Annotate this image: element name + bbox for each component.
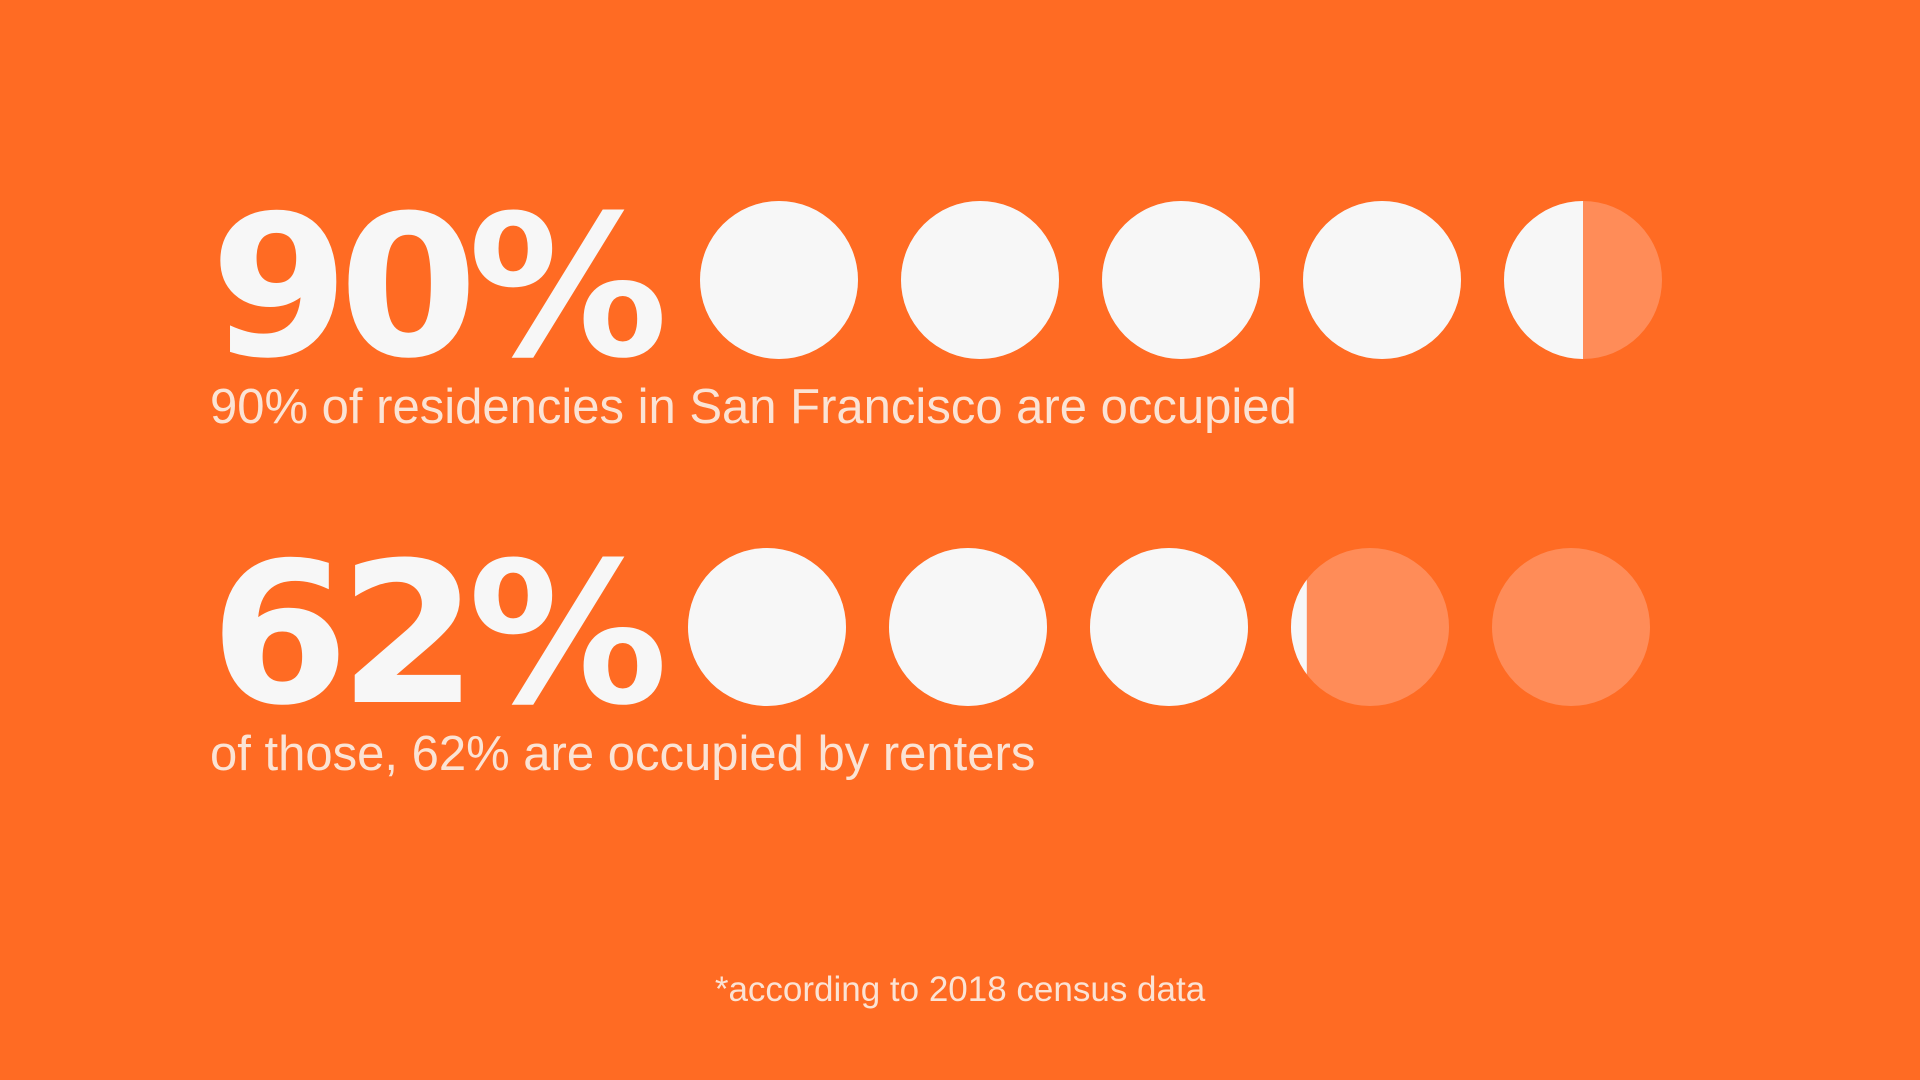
- pictogram-occupied: [700, 201, 1662, 359]
- pictogram-dot-2: [889, 548, 1047, 706]
- pictogram-dot-5: [1504, 201, 1662, 359]
- pictogram-dot-fill: [1504, 201, 1583, 359]
- pictogram-dot-fill: [1291, 548, 1307, 706]
- pictogram-renters: [688, 548, 1650, 706]
- stat-caption-renters: of those, 62% are occupied by renters: [210, 727, 1036, 781]
- pictogram-dot-4: [1291, 548, 1449, 706]
- pictogram-dot-4: [1303, 201, 1461, 359]
- footnote: *according to 2018 census data: [714, 970, 1206, 1009]
- stat-value-renters: 62%: [210, 521, 668, 749]
- pictogram-dot-empty: [1492, 548, 1650, 706]
- pictogram-dot-2: [901, 201, 1059, 359]
- pictogram-dot-3: [1102, 201, 1260, 359]
- pictogram-dot-fill: [901, 201, 1059, 359]
- pictogram-dot-fill: [1090, 548, 1248, 706]
- stat-value-occupied: 90%: [210, 174, 668, 402]
- pictogram-dot-3: [1090, 548, 1248, 706]
- pictogram-dot-empty: [1291, 548, 1449, 706]
- pictogram-dot-5: [1492, 548, 1650, 706]
- pictogram-dot-1: [688, 548, 846, 706]
- stat-caption-occupied: 90% of residencies in San Francisco are …: [210, 380, 1297, 434]
- pictogram-dot-fill: [1102, 201, 1260, 359]
- pictogram-dot-fill: [688, 548, 846, 706]
- pictogram-dot-fill: [700, 201, 858, 359]
- pictogram-dot-fill: [1303, 201, 1461, 359]
- pictogram-dot-fill: [889, 548, 1047, 706]
- pictogram-dot-1: [700, 201, 858, 359]
